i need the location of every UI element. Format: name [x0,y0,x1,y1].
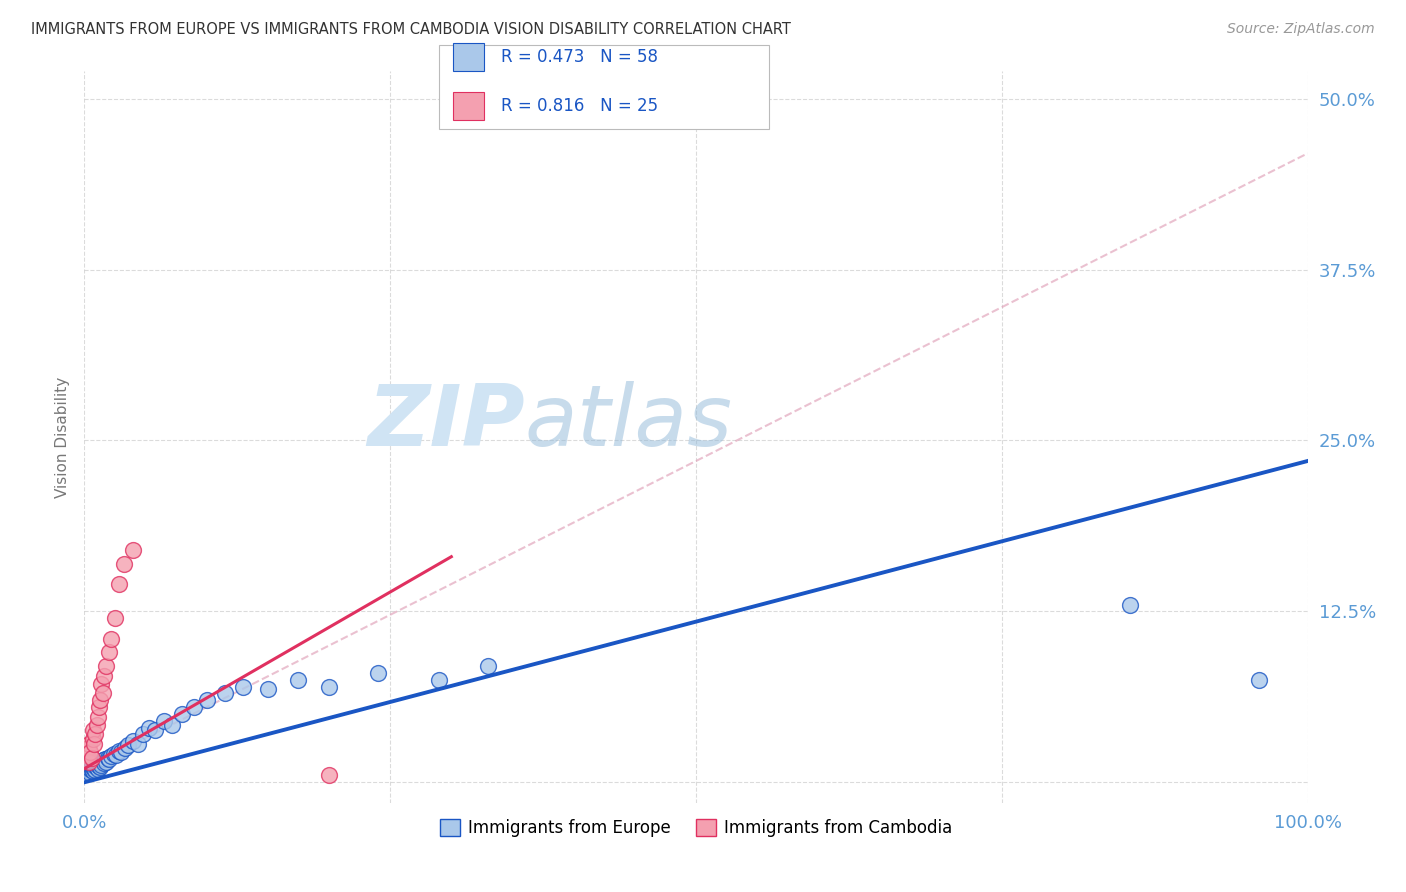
Point [82,731,104,746]
Point [287,673,309,687]
Point [153,714,176,728]
Point [100,632,122,646]
Point [97,752,120,766]
Point [80,763,103,777]
Point [105,747,128,762]
Point [103,747,125,761]
Point [84,763,107,777]
Point [117,739,139,753]
Point [318,680,340,694]
Point [94,752,117,766]
Point [77,737,100,751]
Point [86,718,108,732]
Point [77,760,100,774]
Point [183,700,205,714]
Text: Source: ZipAtlas.com: Source: ZipAtlas.com [1227,22,1375,37]
Text: IMMIGRANTS FROM EUROPE VS IMMIGRANTS FROM CAMBODIA VISION DISABILITY CORRELATION: IMMIGRANTS FROM EUROPE VS IMMIGRANTS FRO… [31,22,790,37]
Point [89,760,111,774]
Point [96,755,118,769]
Point [97,645,120,659]
Point [87,755,110,769]
Point [97,750,120,764]
Point [89,693,111,707]
Point [77,741,100,756]
Point [318,768,340,782]
Point [76,747,98,762]
Point [143,723,166,738]
Point [79,765,101,780]
Point [77,764,100,779]
Point [87,757,110,772]
Point [87,700,110,714]
Point [84,727,107,741]
Point [77,759,100,773]
Point [257,682,280,697]
Point [79,745,101,759]
Point [132,727,155,741]
Point [79,757,101,772]
Y-axis label: Vision Disability: Vision Disability [55,376,70,498]
Point [367,665,389,680]
Point [79,762,101,776]
Point [477,659,499,673]
Point [122,734,145,748]
Point [91,686,114,700]
Point [76,762,98,776]
Point [93,668,115,682]
Point [110,745,132,759]
Point [214,686,236,700]
Point [107,577,129,591]
Point [80,750,103,764]
Point [87,762,110,776]
Point [90,677,112,691]
Point [114,741,136,756]
Point [104,611,127,625]
Point [82,764,104,779]
Point [80,759,103,773]
Point [162,718,184,732]
Point [122,542,145,557]
Point [77,763,100,777]
Point [107,744,129,758]
Point [1119,598,1142,612]
Point [82,760,104,774]
Point [89,756,111,771]
Point [112,557,135,571]
Point [87,709,110,723]
Text: R = 0.816   N = 25: R = 0.816 N = 25 [501,97,658,115]
Point [84,759,107,773]
Point [83,737,105,751]
Point [91,753,114,767]
Point [195,693,218,707]
Text: R = 0.473   N = 58: R = 0.473 N = 58 [501,48,658,66]
Point [427,673,450,687]
Point [127,737,149,751]
Point [90,757,112,772]
Text: atlas: atlas [524,381,733,464]
Text: ZIP: ZIP [367,381,524,464]
Point [1247,673,1270,687]
Point [96,659,118,673]
Point [77,755,100,769]
Point [86,756,108,771]
Point [100,749,122,764]
Point [232,680,254,694]
Point [86,760,108,774]
Point [93,756,115,771]
Point [83,757,105,772]
Legend: Immigrants from Europe, Immigrants from Cambodia: Immigrants from Europe, Immigrants from … [432,811,960,846]
Point [138,721,160,735]
Point [82,723,104,738]
Point [83,762,105,776]
Point [172,706,194,721]
Point [87,759,110,773]
